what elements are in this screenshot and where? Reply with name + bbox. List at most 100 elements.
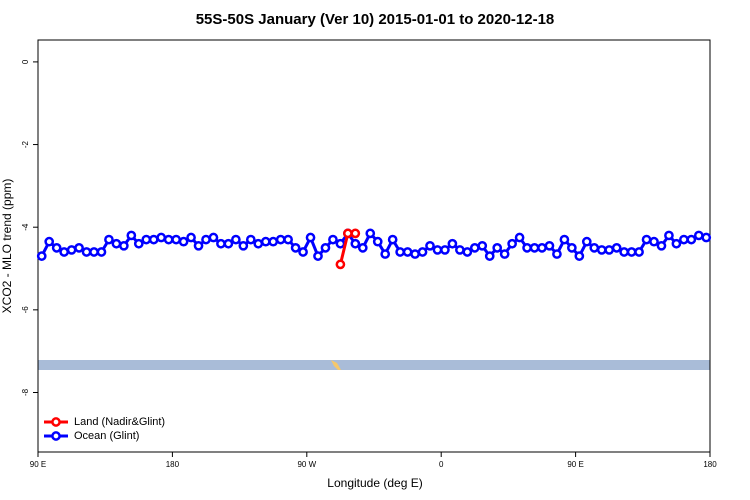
data-point [693,230,704,241]
data-point [44,236,55,247]
data-point [686,234,697,245]
data-point [365,228,376,239]
data-point [514,232,525,243]
data-point [275,234,286,245]
data-point [641,234,652,245]
data-point [96,247,107,257]
data-point [574,251,585,261]
data-point [649,236,659,247]
legend-label: Land (Nadir&Glint) [74,416,165,428]
data-point [626,247,637,257]
x-tick-label: 180 [166,460,180,469]
data-point [455,245,465,255]
y-tick-label: 0 [21,59,30,64]
data-point [133,238,144,249]
data-point [283,234,293,245]
data-point [656,240,667,251]
data-point [611,243,622,253]
data-point [417,247,428,257]
data-point [529,243,540,253]
data-point [462,247,473,257]
data-point [581,236,592,247]
data-point [425,240,435,251]
data-point [619,247,629,257]
data-point [328,234,338,245]
x-axis-label: Longitude (deg E) [327,476,422,490]
data-point [335,238,346,249]
data-point [201,234,211,245]
data-point [507,238,517,249]
legend-marker [51,431,61,441]
ice-band [38,360,710,370]
data-point [171,234,181,245]
data-point [141,234,152,245]
data-point [410,249,420,259]
data-point [380,249,391,259]
data-point [59,247,69,257]
x-tick-label: 180 [703,460,717,469]
plot-frame [37,39,711,453]
data-point [245,234,256,245]
data-point [387,234,398,245]
data-point [343,228,353,239]
data-point [604,245,615,255]
data-point [148,234,159,245]
data-point [492,243,503,253]
data-point [567,243,577,253]
data-point [104,234,114,245]
data-point [499,249,510,259]
data-point [238,240,249,251]
y-tick-label: -8 [21,388,30,396]
data-point [350,228,361,239]
data-point [89,247,99,257]
y-tick-label: -2 [21,140,30,148]
data-point [589,243,600,253]
y-tick-label: -4 [21,223,30,231]
data-point [701,232,712,243]
data-point [537,243,547,253]
data-point [357,243,368,253]
data-point [36,251,47,261]
data-point [298,247,308,257]
data-point [126,230,137,241]
legend-marker [51,417,61,427]
data-point [522,243,532,253]
data-point [679,234,689,245]
data-point [111,238,122,249]
data-point [544,240,555,251]
data-point [290,243,301,253]
data-point [432,245,443,255]
data-point [447,238,458,249]
data-point [260,236,271,247]
data-point [477,240,488,251]
x-tick-label: 0 [439,460,444,469]
data-point [253,238,264,249]
data-point [402,247,413,257]
data-point [66,245,77,255]
data-point [664,230,674,241]
land-mask [331,360,341,370]
data-point [372,236,383,247]
data-point [208,232,219,243]
data-point [671,238,682,249]
x-tick-label: 90 E [567,460,583,469]
x-tick-label: 90 E [30,460,46,469]
data-point [350,238,361,249]
data-point [552,249,562,259]
data-point [395,247,405,257]
y-tick-label: -6 [21,306,30,314]
data-point [163,234,174,245]
data-point [178,236,189,247]
legend-label: Ocean (Glint) [74,430,139,442]
y-axis-label: XCO2 - MLO trend (ppm) [0,179,14,314]
data-point [156,232,167,243]
data-point [81,247,92,257]
data-point [74,243,84,253]
data-point [469,243,480,253]
data-point [335,259,346,270]
data-point [440,245,450,255]
data-point [231,234,241,245]
chart-title: 55S-50S January (Ver 10) 2015-01-01 to 2… [196,11,555,28]
data-point [305,232,316,243]
